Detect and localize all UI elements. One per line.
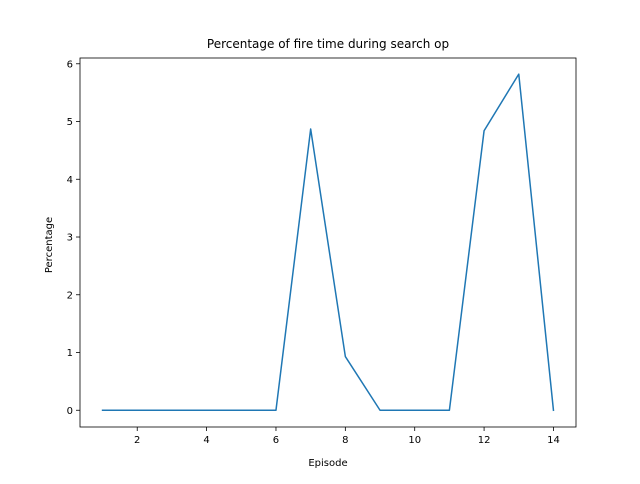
- y-tick-label: 3: [67, 233, 73, 244]
- y-tick-label: 0: [67, 406, 73, 417]
- x-tick-label: 4: [203, 435, 209, 446]
- y-tick-label: 4: [67, 175, 73, 186]
- y-tick-label: 2: [67, 290, 73, 301]
- x-tick-label: 8: [342, 435, 348, 446]
- y-tick-label: 6: [67, 59, 73, 70]
- y-tick-label: 1: [67, 348, 73, 359]
- x-axis-label: Episode: [308, 458, 347, 469]
- x-tick-label: 14: [547, 435, 560, 446]
- plot-frame: [79, 57, 577, 428]
- y-tick-label: 5: [67, 117, 73, 128]
- x-tick-label: 12: [478, 435, 491, 446]
- x-tick-label: 2: [134, 435, 140, 446]
- series-line: [101, 73, 555, 412]
- y-axis-label: Percentage: [44, 217, 55, 273]
- x-tick-label: 6: [273, 435, 279, 446]
- chart-title: Percentage of fire time during search op: [207, 37, 449, 51]
- x-tick-label: 10: [408, 435, 421, 446]
